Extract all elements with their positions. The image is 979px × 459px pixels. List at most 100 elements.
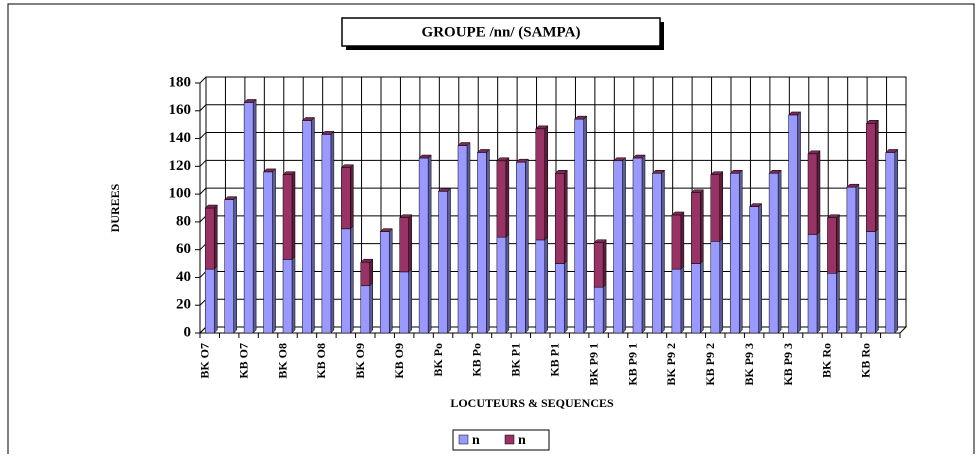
legend-swatch bbox=[458, 434, 469, 445]
bar bbox=[379, 231, 390, 334]
bar-side bbox=[875, 119, 879, 233]
x-tick-label: KB Po bbox=[470, 343, 484, 377]
bar-top bbox=[243, 99, 257, 103]
x-tick-label: BK O8 bbox=[275, 343, 289, 379]
bar bbox=[204, 268, 215, 334]
x-tick-label: KB P9 3 bbox=[781, 343, 795, 386]
bar bbox=[671, 214, 682, 270]
bar-side bbox=[719, 171, 724, 242]
bar-side bbox=[272, 168, 276, 334]
bar-top bbox=[515, 158, 529, 163]
bar-top bbox=[787, 111, 802, 116]
grid-line bbox=[199, 104, 207, 112]
bar-top bbox=[885, 149, 899, 153]
x-tick-label: BK P9 3 bbox=[742, 343, 756, 386]
bar-side bbox=[758, 203, 762, 334]
bar-side bbox=[213, 265, 218, 334]
bar-side bbox=[291, 255, 296, 334]
bar bbox=[846, 186, 857, 334]
bar-side bbox=[505, 157, 510, 238]
y-tick-label: 180 bbox=[169, 74, 192, 90]
bar-top bbox=[807, 150, 821, 155]
bar-side bbox=[855, 183, 860, 334]
bar-side bbox=[486, 148, 490, 334]
x-tick-label: KB P9 2 bbox=[703, 343, 717, 386]
bar-side bbox=[544, 125, 549, 241]
bar-side bbox=[427, 154, 432, 334]
bar-side bbox=[777, 169, 782, 334]
bar bbox=[554, 263, 565, 334]
bar-side bbox=[252, 98, 257, 334]
bar bbox=[729, 173, 740, 334]
bar-top bbox=[282, 171, 296, 175]
bar-top bbox=[262, 168, 277, 173]
bar-side bbox=[641, 154, 646, 334]
y-tick-label: 60 bbox=[176, 241, 191, 257]
bar bbox=[224, 199, 234, 334]
bar-side bbox=[661, 169, 665, 334]
bar-top bbox=[476, 149, 491, 153]
chart-title: GROUPE /nn/ (SAMPA) bbox=[422, 24, 581, 40]
bar-top bbox=[554, 170, 568, 174]
bar-side bbox=[350, 225, 354, 334]
bar-side bbox=[836, 269, 840, 334]
bar-top bbox=[651, 170, 666, 174]
bar bbox=[632, 157, 643, 334]
bar bbox=[399, 217, 409, 273]
bar-side bbox=[291, 171, 296, 260]
x-tick-label: KB P9 1 bbox=[625, 343, 639, 386]
bar-side bbox=[213, 204, 218, 270]
bar-side bbox=[408, 214, 412, 273]
bar-side bbox=[330, 130, 335, 334]
bar-top bbox=[749, 203, 763, 207]
bar-side bbox=[816, 230, 821, 334]
bar-side bbox=[816, 150, 821, 235]
bar bbox=[807, 234, 818, 334]
x-axis-label: LOCUTEURS & SEQUENCES bbox=[450, 396, 614, 410]
bar bbox=[710, 241, 721, 334]
bar-side bbox=[563, 259, 568, 334]
bar-top bbox=[612, 157, 627, 162]
bar-top bbox=[399, 214, 413, 218]
bar-top bbox=[710, 171, 724, 175]
bar bbox=[302, 120, 312, 334]
bar-side bbox=[700, 259, 704, 334]
x-tick-label: BK O7 bbox=[197, 343, 211, 379]
bar bbox=[535, 128, 546, 241]
bar bbox=[204, 207, 215, 270]
bar bbox=[593, 242, 604, 288]
x-tick-label: KB O9 bbox=[392, 343, 406, 379]
bar bbox=[263, 171, 273, 334]
bar-side bbox=[680, 265, 685, 334]
bar-top bbox=[846, 183, 860, 188]
x-tick-label: BK O9 bbox=[353, 343, 367, 379]
bar-side bbox=[700, 189, 704, 265]
x-tick-label: KB Ro bbox=[859, 343, 873, 378]
bar bbox=[691, 192, 701, 264]
bar-side bbox=[311, 116, 315, 334]
bar bbox=[807, 153, 818, 235]
bar-top bbox=[496, 157, 510, 162]
bar bbox=[399, 271, 409, 334]
bar-top bbox=[826, 214, 841, 218]
bar bbox=[574, 118, 584, 334]
bar-side bbox=[447, 187, 451, 334]
bar-top bbox=[379, 228, 393, 232]
bar-side bbox=[797, 111, 801, 334]
bar bbox=[788, 114, 798, 334]
bar bbox=[768, 173, 779, 334]
bar bbox=[321, 134, 332, 334]
bar-side bbox=[466, 141, 471, 334]
bar bbox=[341, 228, 351, 334]
bar-top bbox=[340, 164, 354, 168]
bar-top bbox=[865, 120, 879, 124]
bar bbox=[866, 123, 876, 232]
legend-swatch bbox=[504, 434, 515, 445]
bar bbox=[418, 157, 429, 334]
bar-side bbox=[836, 214, 840, 274]
bar-top bbox=[593, 239, 607, 243]
bar bbox=[593, 286, 604, 334]
y-tick-label: 140 bbox=[169, 130, 192, 146]
bar bbox=[496, 160, 507, 238]
bar-side bbox=[622, 157, 626, 334]
